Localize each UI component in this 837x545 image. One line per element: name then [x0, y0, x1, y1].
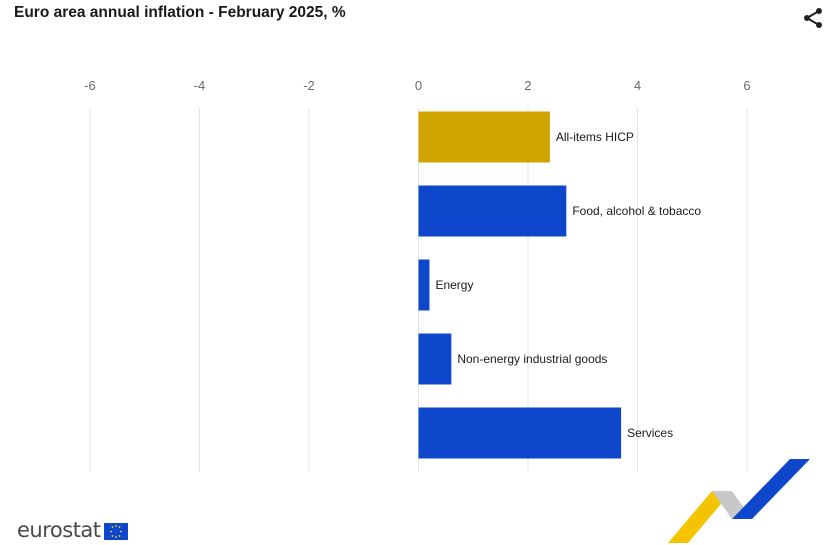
x-tick-label: 6 — [743, 78, 750, 93]
x-tick-label: -6 — [84, 78, 96, 93]
category-label: Energy — [435, 278, 473, 292]
bar — [418, 111, 550, 163]
bar — [418, 333, 452, 385]
x-tick-label: 4 — [634, 78, 641, 93]
share-icon[interactable] — [801, 6, 825, 30]
eurostat-logo: eurostat — [17, 518, 128, 542]
bar — [418, 185, 567, 237]
category-label: Non-energy industrial goods — [457, 352, 607, 366]
category-label: All-items HICP — [556, 130, 634, 144]
chart-title: Euro area annual inflation - February 20… — [14, 4, 346, 21]
bar — [418, 259, 430, 311]
eu-flag-icon — [103, 523, 128, 540]
category-label: Services — [627, 426, 673, 440]
x-tick-label: -2 — [303, 78, 315, 93]
brand-name: eurostat — [17, 518, 101, 542]
x-tick-label: 0 — [415, 78, 422, 93]
decorative-ribbon — [668, 459, 810, 543]
bar — [418, 407, 622, 459]
category-label: Food, alcohol & tobacco — [572, 204, 701, 218]
x-tick-label: -4 — [194, 78, 206, 93]
x-tick-label: 2 — [524, 78, 531, 93]
